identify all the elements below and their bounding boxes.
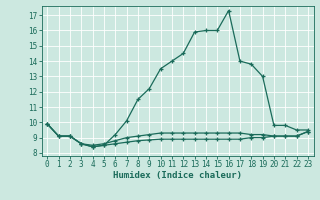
X-axis label: Humidex (Indice chaleur): Humidex (Indice chaleur) [113, 171, 242, 180]
